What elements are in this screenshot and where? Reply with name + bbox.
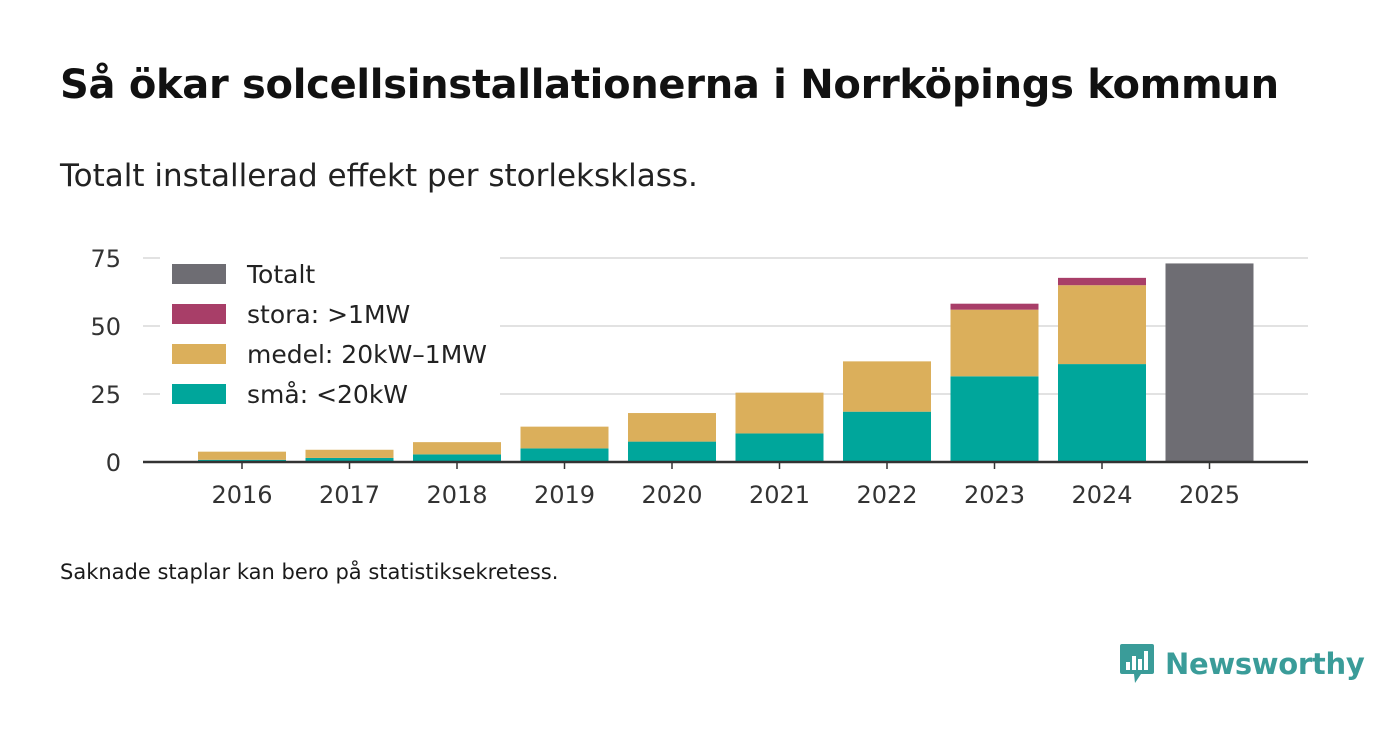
bar-totalt-2025 xyxy=(1165,263,1254,462)
x-tick-label-2022: 2022 xyxy=(856,481,917,509)
legend-swatch-medel xyxy=(172,344,226,364)
x-tick-label-2017: 2017 xyxy=(319,481,380,509)
legend-swatch-stora xyxy=(172,304,226,324)
brand-name: Newsworthy xyxy=(1165,647,1365,681)
x-tick-label-2025: 2025 xyxy=(1179,481,1240,509)
legend-label-stora: stora: >1MW xyxy=(247,300,410,329)
bar-medel-2020 xyxy=(628,413,716,442)
bar-sma-2024 xyxy=(1058,364,1146,462)
x-tick-label-2019: 2019 xyxy=(534,481,595,509)
bar-medel-2017 xyxy=(305,449,394,458)
chart-subtitle: Totalt installerad effekt per storlekskl… xyxy=(60,158,698,194)
legend-swatch-totalt xyxy=(172,264,226,284)
bar-sma-2018 xyxy=(413,454,501,462)
x-tick-label-2016: 2016 xyxy=(211,481,272,509)
chart-title: Så ökar solcellsinstallationerna i Norrk… xyxy=(60,62,1279,108)
x-tick-label-2020: 2020 xyxy=(641,481,702,509)
bar-medel-2024 xyxy=(1058,285,1146,365)
bar-sma-2023 xyxy=(950,376,1039,462)
footnote: Saknade staplar kan bero på statistiksek… xyxy=(60,560,559,584)
y-tick-label: 75 xyxy=(90,245,121,273)
newsworthy-logo-icon xyxy=(1120,644,1154,683)
bar-sma-2017 xyxy=(305,457,394,462)
x-tick-label-2018: 2018 xyxy=(426,481,487,509)
bar-medel-2021 xyxy=(735,392,824,434)
legend-label-totalt: Totalt xyxy=(246,260,315,289)
y-tick-label: 25 xyxy=(90,381,121,409)
bar-medel-2018 xyxy=(413,442,501,455)
legend: Totalt stora: >1MW medel: 20kW–1MW små: <20… xyxy=(160,252,500,412)
bar-sma-2020 xyxy=(628,441,716,462)
brand-logo[interactable]: Newsworthy xyxy=(1119,642,1365,686)
legend-swatch-sma xyxy=(172,384,226,404)
bar-sma-2019 xyxy=(520,448,609,462)
bar-medel-2019 xyxy=(520,426,609,449)
x-tick-label-2021: 2021 xyxy=(749,481,810,509)
bar-stora-2023 xyxy=(950,303,1039,310)
bar-medel-2022 xyxy=(843,361,931,412)
x-tick-label-2024: 2024 xyxy=(1071,481,1132,509)
bar-sma-2022 xyxy=(843,411,931,462)
bars xyxy=(198,263,1254,462)
y-tick-label: 0 xyxy=(106,449,121,477)
legend-label-medel: medel: 20kW–1MW xyxy=(247,340,487,369)
bar-stora-2024 xyxy=(1058,277,1146,286)
legend-label-sma: små: <20kW xyxy=(247,380,408,409)
y-tick-label: 50 xyxy=(90,313,121,341)
bar-medel-2016 xyxy=(198,451,286,460)
axes: 0 25 50 75 2016 2017 2018 2019 2020 2021 2022 2023 2… xyxy=(90,245,1308,509)
bar-sma-2021 xyxy=(735,433,824,462)
x-tick-label-2023: 2023 xyxy=(964,481,1025,509)
bar-medel-2023 xyxy=(950,309,1039,377)
